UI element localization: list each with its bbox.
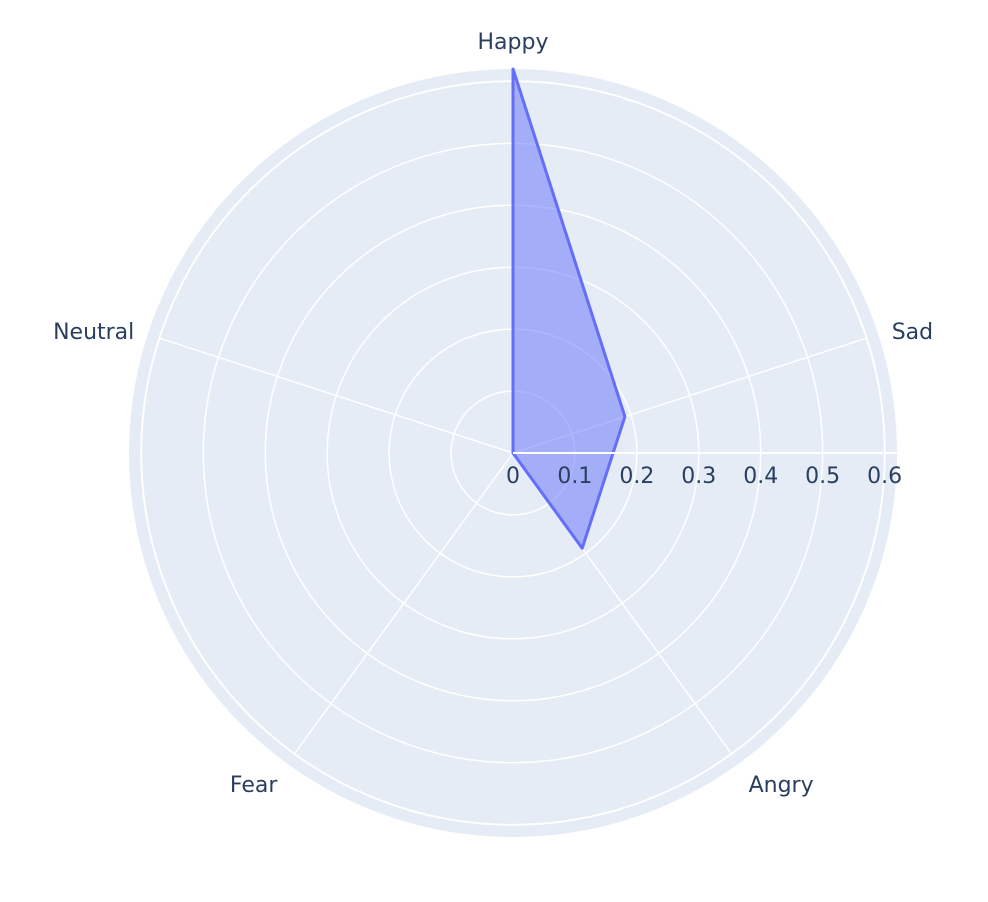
radial-tick-label: 0 [506, 464, 520, 489]
category-label-fear: Fear [230, 773, 278, 798]
data-trace [511, 67, 627, 550]
radial-axis: 0 0.1 0.2 0.3 0.4 0.5 0.6 [506, 452, 902, 489]
radial-tick-label: 0.6 [867, 464, 902, 489]
radial-tick-label: 0.2 [619, 464, 654, 489]
category-label-neutral: Neutral [53, 320, 134, 345]
radial-tick-label: 0.4 [743, 464, 778, 489]
category-label-angry: Angry [749, 773, 814, 798]
angular-axis-labels: Happy Sad Angry Fear Neutral [53, 30, 933, 798]
spoke-neutral [158, 337, 514, 454]
category-label-sad: Sad [892, 320, 933, 345]
category-label-happy: Happy [478, 30, 549, 55]
spoke-fear [293, 452, 514, 755]
radial-tick-label: 0.1 [557, 464, 592, 489]
radial-tick-label: 0.3 [681, 464, 716, 489]
radial-tick-label: 0.5 [805, 464, 840, 489]
